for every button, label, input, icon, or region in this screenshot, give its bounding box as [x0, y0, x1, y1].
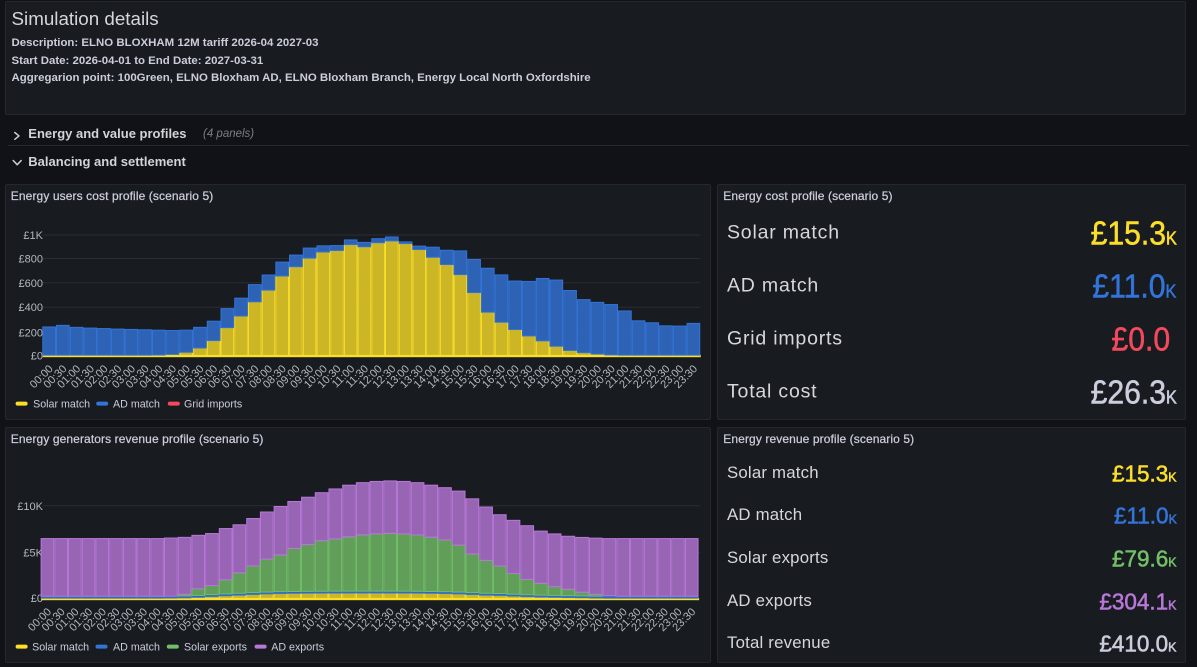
svg-text:£600: £600	[18, 277, 42, 289]
svg-text:Solar match: Solar match	[32, 641, 89, 653]
svg-text:£0: £0	[30, 593, 42, 605]
svg-text:AD match: AD match	[113, 398, 160, 410]
svg-text:£0: £0	[30, 350, 42, 362]
svg-text:£400: £400	[18, 302, 42, 314]
svg-text:Grid imports: Grid imports	[184, 398, 242, 410]
svg-text:£1K: £1K	[23, 230, 43, 242]
svg-text:AD exports: AD exports	[271, 641, 324, 653]
svg-text:Solar match: Solar match	[33, 398, 90, 410]
svg-text:£5K: £5K	[23, 547, 43, 559]
svg-text:AD match: AD match	[113, 641, 160, 653]
svg-text:£10K: £10K	[17, 500, 43, 512]
svg-text:£200: £200	[18, 327, 42, 339]
svg-text:£800: £800	[18, 253, 42, 265]
svg-text:Solar exports: Solar exports	[184, 641, 247, 653]
